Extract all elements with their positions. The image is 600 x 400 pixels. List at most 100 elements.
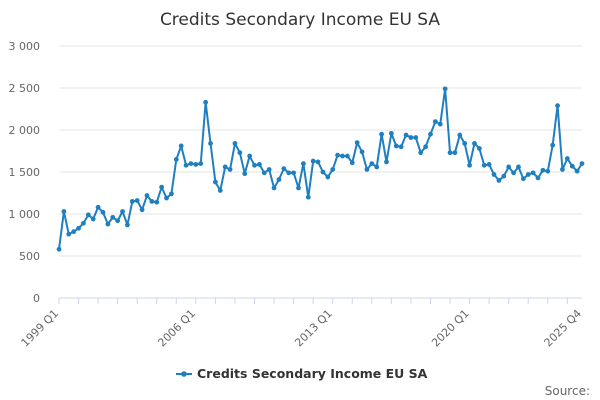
data-point[interactable] [149, 199, 155, 204]
data-point[interactable] [423, 144, 428, 150]
data-point[interactable] [335, 152, 341, 158]
data-point[interactable] [388, 130, 394, 136]
data-point[interactable] [369, 161, 375, 167]
data-point[interactable] [305, 194, 311, 200]
data-point[interactable] [242, 171, 248, 177]
data-point[interactable] [203, 99, 209, 105]
data-point[interactable] [535, 175, 541, 181]
data-point[interactable] [579, 161, 585, 167]
data-point[interactable] [217, 188, 223, 193]
data-point[interactable] [364, 167, 370, 172]
data-point[interactable] [247, 153, 253, 159]
data-point[interactable] [125, 222, 130, 228]
data-point[interactable] [178, 143, 184, 149]
data-point[interactable] [550, 142, 556, 148]
data-point[interactable] [452, 150, 458, 156]
data-point[interactable] [76, 225, 81, 231]
data-point[interactable] [232, 141, 238, 146]
data-point[interactable] [476, 146, 482, 151]
data-point[interactable] [188, 161, 194, 167]
data-point[interactable] [56, 246, 62, 252]
data-point[interactable] [66, 231, 72, 237]
data-point[interactable] [506, 164, 512, 170]
data-point[interactable] [134, 198, 140, 203]
data-point[interactable] [374, 164, 380, 170]
data-point[interactable] [340, 153, 345, 159]
data-point[interactable] [120, 209, 125, 214]
data-point[interactable] [462, 141, 468, 146]
data-point[interactable] [266, 167, 272, 172]
data-point[interactable] [193, 162, 199, 167]
data-point[interactable] [496, 178, 502, 183]
data-point[interactable] [393, 143, 399, 149]
data-point[interactable] [81, 220, 86, 226]
data-point[interactable] [296, 185, 301, 191]
data-point[interactable] [213, 179, 218, 185]
data-point[interactable] [129, 199, 135, 204]
data-point[interactable] [555, 103, 560, 109]
data-point[interactable] [325, 174, 331, 180]
data-point[interactable] [398, 144, 404, 150]
data-point[interactable] [315, 159, 321, 165]
data-point[interactable] [198, 161, 204, 167]
data-point[interactable] [408, 135, 414, 140]
data-point[interactable] [472, 141, 477, 146]
data-point[interactable] [569, 163, 575, 169]
data-point[interactable] [564, 156, 570, 161]
data-point[interactable] [467, 162, 472, 168]
data-point[interactable] [447, 150, 453, 156]
data-point[interactable] [359, 149, 365, 155]
data-point[interactable] [560, 167, 565, 172]
data-point[interactable] [227, 167, 233, 172]
data-point[interactable] [349, 160, 355, 166]
data-point[interactable] [540, 167, 546, 173]
data-point[interactable] [252, 162, 257, 168]
data-point[interactable] [139, 207, 145, 213]
data-point[interactable] [413, 135, 419, 140]
data-point[interactable] [354, 140, 360, 146]
data-point[interactable] [384, 159, 389, 165]
data-point[interactable] [159, 184, 165, 190]
data-point[interactable] [237, 150, 243, 156]
data-point[interactable] [276, 177, 282, 182]
data-point[interactable] [208, 141, 213, 146]
data-point[interactable] [105, 221, 111, 227]
data-point[interactable] [432, 119, 438, 124]
data-point[interactable] [418, 150, 424, 156]
data-point[interactable] [257, 162, 262, 167]
data-point[interactable] [100, 209, 106, 215]
data-point[interactable] [95, 204, 101, 210]
data-point[interactable] [173, 157, 179, 162]
data-point[interactable] [486, 162, 492, 167]
legend[interactable]: Credits Secondary Income EU SA [176, 366, 428, 381]
data-point[interactable] [110, 214, 116, 220]
data-point[interactable] [271, 185, 277, 191]
data-point[interactable] [61, 209, 67, 214]
data-point[interactable] [511, 170, 516, 176]
data-point[interactable] [330, 167, 336, 172]
data-point[interactable] [457, 132, 463, 138]
data-point[interactable] [481, 162, 487, 168]
data-point[interactable] [286, 170, 292, 176]
data-point[interactable] [437, 121, 443, 127]
data-point[interactable] [164, 195, 169, 201]
data-point[interactable] [428, 131, 433, 137]
data-point[interactable] [525, 172, 531, 177]
data-point[interactable] [545, 168, 551, 174]
data-point[interactable] [71, 229, 77, 235]
data-point[interactable] [491, 172, 497, 177]
data-point[interactable] [300, 161, 306, 167]
data-point[interactable] [574, 168, 580, 174]
data-point[interactable] [222, 164, 228, 170]
data-point[interactable] [291, 170, 297, 176]
data-point[interactable] [442, 86, 448, 92]
data-point[interactable] [281, 166, 287, 172]
data-point[interactable] [516, 164, 521, 170]
data-point[interactable] [115, 218, 121, 224]
data-point[interactable] [154, 199, 160, 205]
data-point[interactable] [501, 173, 507, 179]
data-point[interactable] [169, 191, 174, 197]
data-point[interactable] [261, 170, 267, 176]
data-point[interactable] [320, 169, 326, 175]
data-point[interactable] [403, 132, 409, 138]
